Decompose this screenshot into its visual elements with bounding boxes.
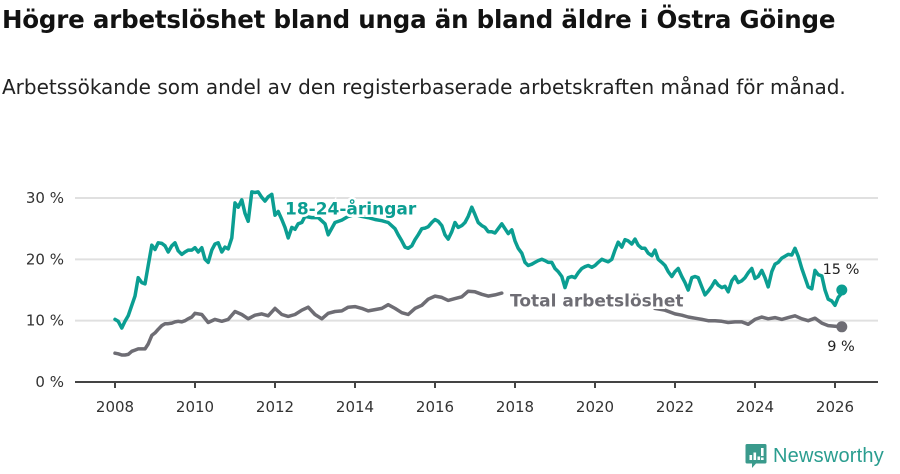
series-labels: 18-24-åringar Total arbetslöshet 15 % 9 % [283,195,860,355]
series-lines [113,190,848,357]
youth-line [113,190,844,330]
y-axis-labels: 0 % 10 % 20 % 30 % [26,189,64,391]
x-tick-label: 2014 [336,398,374,416]
x-tick-label: 2018 [496,398,534,416]
x-tick-label: 2008 [96,398,134,416]
total-series-label: Total arbetslöshet [510,291,684,311]
y-tick-label: 0 % [35,373,64,391]
x-tick-label: 2022 [656,398,694,416]
youth-end-dot [836,284,848,296]
total-end-value: 9 % [827,339,855,355]
total-line [113,289,844,357]
newsworthy-logo: Newsworthy [745,443,884,469]
x-tick-label: 2024 [736,398,774,416]
x-axis: 2008 2010 2012 2014 2016 2018 2020 2022 2024 2026 [75,381,878,416]
y-tick-label: 30 % [26,189,64,207]
y-tick-label: 10 % [26,312,64,330]
chart-title: Högre arbetslöshet bland unga än bland ä… [2,5,836,34]
brand-name: Newsworthy [773,444,884,467]
total-end-dot [836,321,848,333]
youth-end-value: 15 % [823,262,860,278]
bar-chart-speech-bubble-icon [745,444,767,468]
youth-series-label: 18-24-åringar [285,198,417,220]
x-tick-label: 2026 [816,398,854,416]
y-tick-label: 20 % [26,250,64,268]
x-tick-label: 2012 [256,398,294,416]
chart-subtitle: Arbetssökande som andel av den registerb… [2,75,846,99]
x-tick-label: 2010 [176,398,214,416]
x-tick-label: 2020 [576,398,614,416]
x-tick-label: 2016 [416,398,454,416]
